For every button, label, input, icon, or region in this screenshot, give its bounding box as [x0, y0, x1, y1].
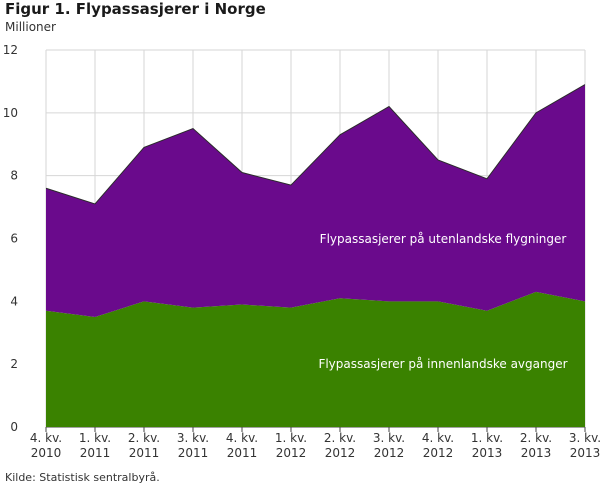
x-tick-label-quarter: 2. kv.: [520, 431, 552, 445]
x-tick-label-quarter: 4. kv.: [226, 431, 258, 445]
source-note: Kilde: Statistisk sentralbyrå.: [5, 471, 160, 484]
x-tick-label-year: 2011: [129, 446, 160, 460]
y-tick-label: 10: [3, 106, 18, 120]
x-tick-label-year: 2011: [227, 446, 258, 460]
y-tick-label: 12: [3, 43, 18, 57]
x-tick-label-quarter: 3. kv.: [569, 431, 601, 445]
x-tick-label-year: 2013: [521, 446, 552, 460]
x-tick-label-quarter: 2. kv.: [128, 431, 160, 445]
area-series-utenlandske: [46, 84, 585, 318]
x-tick-label-quarter: 1. kv.: [275, 431, 307, 445]
x-tick-label-quarter: 3. kv.: [177, 431, 209, 445]
area-top-outline: [45, 84, 586, 205]
y-tick-label: 2: [10, 357, 18, 371]
series-label-innenlandske: Flypassasjerer på innenlandske avganger: [318, 357, 567, 371]
y-tick-label: 4: [10, 294, 18, 308]
y-tick-label: 8: [10, 169, 18, 183]
y-axis-ticks: 0 2 4 6 8 10 12: [3, 43, 18, 434]
x-tick-label-quarter: 1. kv.: [471, 431, 503, 445]
x-tick-label-year: 2012: [423, 446, 454, 460]
x-tick-label-quarter: 3. kv.: [373, 431, 405, 445]
y-tick-label: 0: [10, 420, 18, 434]
x-tick-label-quarter: 4. kv.: [30, 431, 62, 445]
x-tick-label-year: 2012: [325, 446, 356, 460]
series-labels: Flypassasjerer på innenlandske avganger F…: [318, 232, 567, 371]
x-tick-label-quarter: 4. kv.: [422, 431, 454, 445]
series-label-utenlandske: Flypassasjerer på utenlandske flygninger: [320, 232, 567, 246]
x-tick-label-year: 2012: [374, 446, 405, 460]
y-tick-label: 6: [10, 232, 18, 246]
x-tick-label-year: 2010: [31, 446, 62, 460]
x-tick-label-quarter: 2. kv.: [324, 431, 356, 445]
x-tick-label-year: 2012: [276, 446, 307, 460]
x-tick-label-year: 2011: [80, 446, 111, 460]
chart-title: Figur 1. Flypassasjerer i Norge: [5, 0, 266, 18]
y-axis-unit-label: Millioner: [5, 20, 56, 34]
x-tick-label-year: 2011: [178, 446, 209, 460]
area-series-innenlandske: [46, 291, 585, 427]
x-tick-label-year: 2013: [472, 446, 503, 460]
area-series: [45, 84, 586, 427]
x-tick-label-year: 2013: [570, 446, 601, 460]
x-tick-label-quarter: 1. kv.: [79, 431, 111, 445]
